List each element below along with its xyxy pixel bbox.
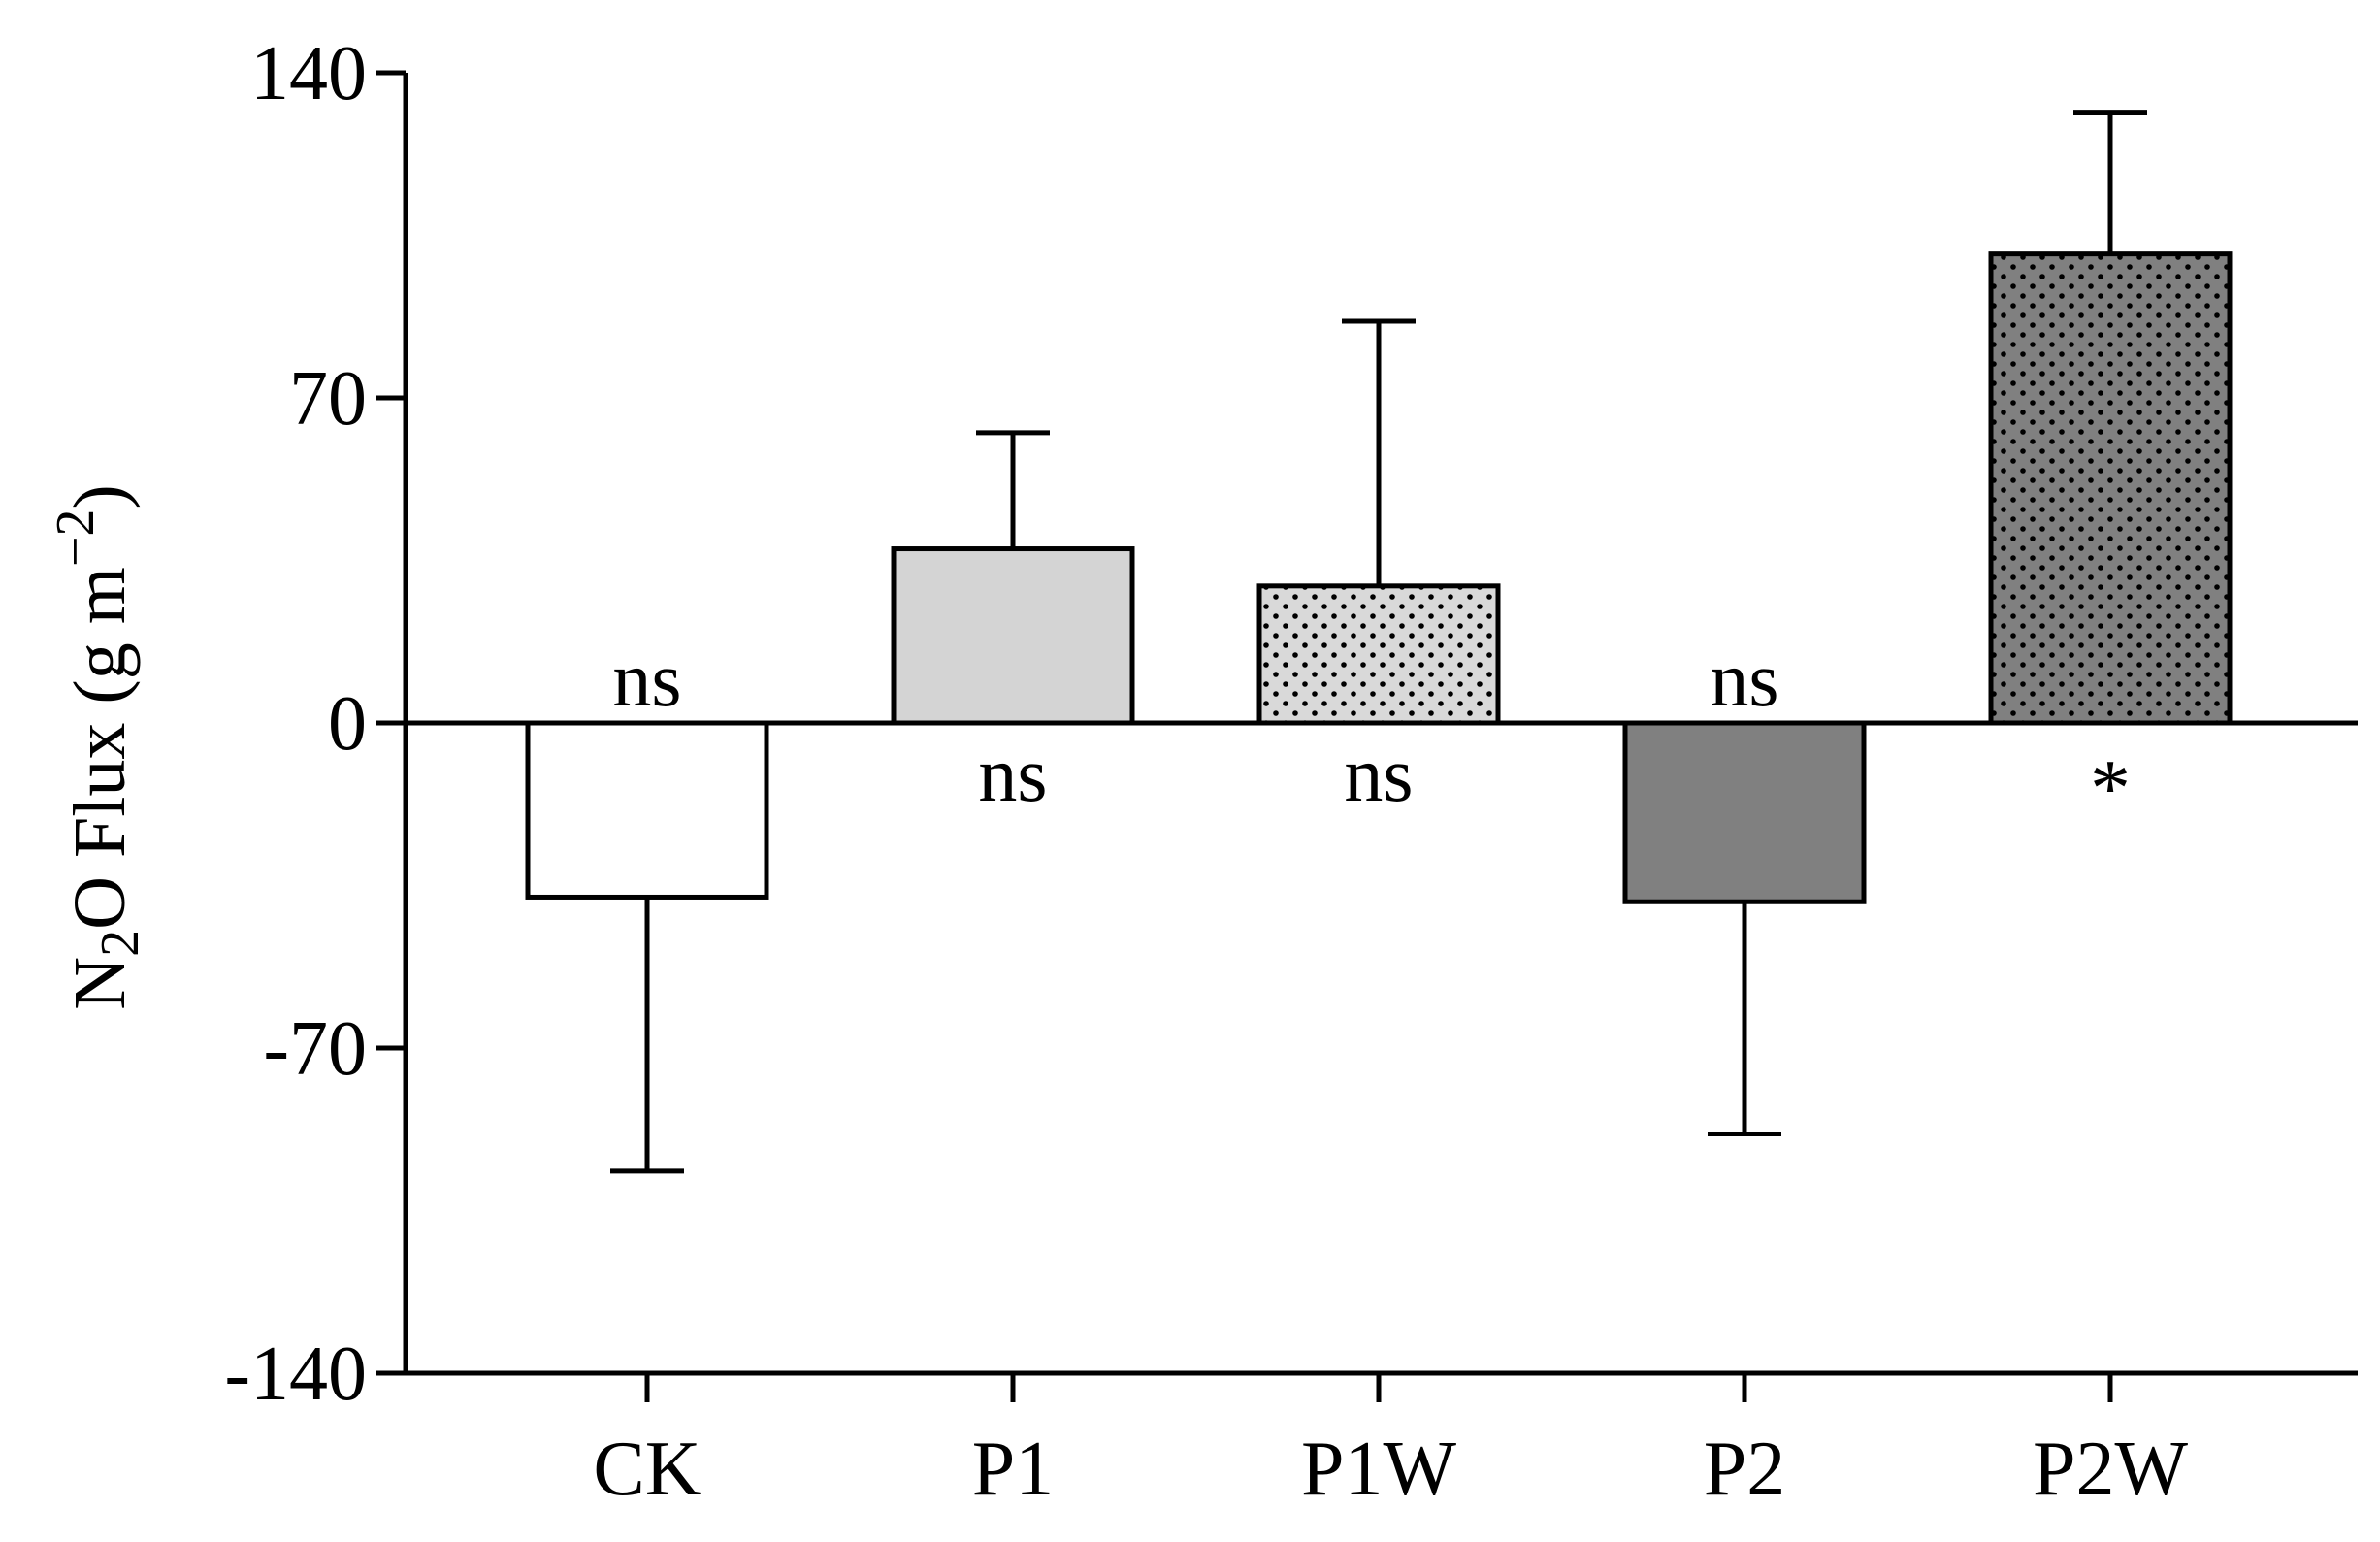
significance-label: ns [612, 638, 681, 723]
significance-label: ns [1344, 733, 1413, 818]
labels-group: ns ns ns ns * [612, 638, 2131, 834]
bar-p1w [1256, 583, 1501, 726]
significance-label: ns [978, 733, 1047, 818]
significance-label: ns [1710, 638, 1778, 723]
x-tick-label: P2 [1704, 1427, 1786, 1512]
error-bars-group [610, 110, 2147, 1174]
bar-p1 [891, 546, 1135, 726]
y-axis-label: N2O Flux (g m−2) [46, 484, 150, 1010]
bar-p2 [1622, 720, 1867, 904]
y-tick-label: 140 [250, 31, 367, 116]
bars-group [525, 251, 2233, 904]
x-tick-label: P1 [972, 1427, 1055, 1512]
y-tick-label: 0 [328, 681, 367, 767]
significance-label: * [2090, 743, 2131, 834]
y-tick-label: -140 [224, 1331, 367, 1417]
x-tick-label: CK [593, 1427, 701, 1512]
y-tick-label: -70 [263, 1006, 367, 1092]
bar-p2w [1988, 251, 2233, 726]
x-tick-label: P2W [2033, 1427, 2188, 1512]
axes-group: 140 70 0 -70 -140 CK P1 P1W P2 P2W [224, 31, 2358, 1512]
bar-ck [525, 720, 769, 900]
y-tick-label: 70 [289, 356, 367, 442]
x-tick-label: P1W [1301, 1427, 1456, 1512]
